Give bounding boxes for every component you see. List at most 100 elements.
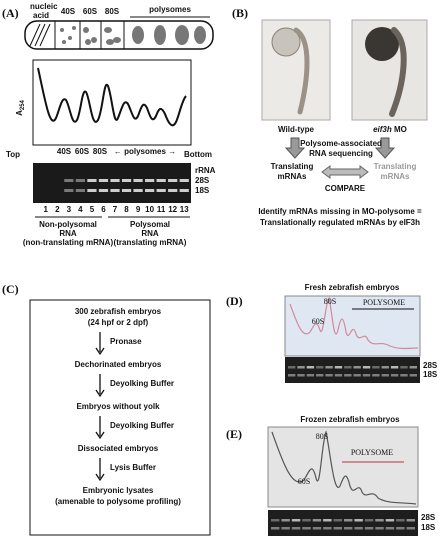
reagent: Lysis Buffer	[110, 463, 156, 472]
band	[354, 519, 363, 522]
peak-label: 80S	[316, 432, 328, 441]
gel-label: 18S	[195, 186, 210, 195]
group-label: Translating	[271, 162, 314, 171]
band	[110, 189, 120, 192]
image-caption: MO	[394, 125, 407, 134]
method-text: RNA sequencing	[309, 149, 373, 158]
panel-title: Frozen zebrafish embryos	[300, 415, 400, 424]
band	[87, 179, 97, 182]
tube-label: acid	[33, 11, 49, 20]
panel-label: (E)	[226, 427, 242, 441]
lane-number: 10	[145, 205, 154, 214]
gel-bands	[288, 366, 417, 377]
band	[409, 366, 417, 369]
band	[325, 374, 333, 377]
lane-number: 9	[136, 205, 141, 214]
gel-label: 28S	[195, 176, 210, 185]
method-text: Polysome-associated	[300, 139, 382, 148]
embryo-yolk	[365, 27, 399, 61]
lane-number: 6	[101, 205, 106, 214]
protocol-step: Dissociated embryos	[78, 444, 159, 453]
band	[375, 527, 384, 530]
fraction-label: Non-polysomal	[39, 220, 97, 229]
lane-number: 7	[113, 205, 118, 214]
peak-label: POLYSOME	[363, 298, 405, 307]
band	[110, 179, 120, 182]
band	[406, 519, 415, 522]
band	[325, 366, 333, 369]
band	[64, 189, 74, 192]
band	[133, 179, 143, 182]
gradient-label: 60S	[75, 147, 90, 156]
profile-photo	[267, 426, 419, 508]
protocol-box	[29, 299, 211, 536]
flow-arrowhead	[95, 347, 105, 356]
band	[64, 179, 74, 182]
embryo-yolk	[271, 27, 301, 57]
band	[362, 366, 371, 369]
band	[288, 366, 296, 369]
y-axis-label: A	[15, 110, 24, 116]
band	[334, 374, 343, 377]
lane-number: 2	[55, 205, 60, 214]
tube-label: nucleic	[30, 2, 58, 11]
compare-arrow	[321, 165, 369, 179]
band	[372, 374, 380, 377]
band	[297, 374, 305, 377]
protocol: 300 zebrafish embryos (24 hpf or 2 dpf) Pr…	[55, 307, 181, 506]
peak-label: 60S	[312, 317, 324, 326]
band	[306, 374, 315, 377]
band	[145, 189, 155, 192]
peak-label: POLYSOME	[351, 448, 393, 457]
group-label: Translating	[374, 162, 417, 171]
profile-trace	[37, 67, 187, 127]
embryo-body	[389, 27, 407, 117]
profile-trace	[271, 430, 417, 505]
band	[409, 374, 417, 377]
band	[316, 366, 324, 369]
lane-number: 3	[67, 205, 72, 214]
band	[396, 519, 405, 522]
gradient-label: Top	[6, 150, 20, 159]
protocol-step: (24 hpf or 2 dpf)	[88, 318, 149, 327]
band	[133, 189, 143, 192]
flow-arrowhead	[95, 473, 105, 482]
band	[344, 374, 352, 377]
band	[390, 366, 399, 369]
flow-arrowhead	[95, 431, 105, 440]
band	[291, 519, 301, 522]
gel-label: 28S	[421, 513, 436, 522]
panel-label: (B)	[232, 6, 248, 20]
tube-label: 80S	[105, 7, 120, 16]
band	[381, 366, 389, 369]
gel-label: 28S	[423, 361, 438, 370]
band	[168, 179, 178, 182]
protocol-step: 300 zebrafish embryos	[75, 307, 162, 316]
gel-bands	[271, 519, 415, 530]
band	[291, 527, 301, 530]
band	[344, 366, 352, 369]
protocol-step: Embryos without yolk	[76, 402, 160, 411]
band	[98, 179, 109, 182]
band	[353, 374, 361, 377]
tube-dividers	[29, 21, 125, 49]
peak-label: 80S	[324, 297, 336, 306]
arrow	[374, 137, 396, 159]
gel-label: rRNA	[195, 166, 216, 175]
band	[353, 366, 361, 369]
band	[281, 527, 290, 530]
band	[385, 527, 395, 530]
lane-number: 4	[78, 205, 83, 214]
gradient-label: 40S	[57, 147, 72, 156]
band	[302, 527, 311, 530]
band	[87, 189, 97, 192]
group-label: mRNAs	[381, 172, 410, 181]
band	[316, 374, 324, 377]
compare-text: COMPARE	[325, 184, 366, 193]
band	[334, 366, 343, 369]
gene-name: eif3h	[373, 125, 392, 134]
protocol-step: Dechorinated embryos	[75, 360, 162, 369]
band	[297, 366, 305, 369]
conclusion: Translationally regulated mRNAs by eIF3h	[260, 218, 420, 227]
